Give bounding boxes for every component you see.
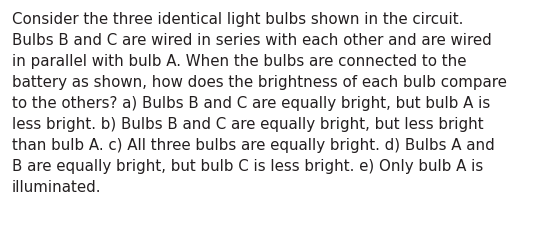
Text: battery as shown, how does the brightness of each bulb compare: battery as shown, how does the brightnes… bbox=[12, 75, 507, 90]
Text: less bright. b) Bulbs B and C are equally bright, but less bright: less bright. b) Bulbs B and C are equall… bbox=[12, 117, 484, 131]
Text: Consider the three identical light bulbs shown in the circuit.: Consider the three identical light bulbs… bbox=[12, 12, 463, 27]
Text: than bulb A. c) All three bulbs are equally bright. d) Bulbs A and: than bulb A. c) All three bulbs are equa… bbox=[12, 137, 495, 152]
Text: B are equally bright, but bulb C is less bright. e) Only bulb A is: B are equally bright, but bulb C is less… bbox=[12, 158, 483, 173]
Text: illuminated.: illuminated. bbox=[12, 179, 102, 194]
Text: to the others? a) Bulbs B and C are equally bright, but bulb A is: to the others? a) Bulbs B and C are equa… bbox=[12, 95, 490, 111]
Text: in parallel with bulb A. When the bulbs are connected to the: in parallel with bulb A. When the bulbs … bbox=[12, 54, 466, 69]
Text: Bulbs B and C are wired in series with each other and are wired: Bulbs B and C are wired in series with e… bbox=[12, 33, 492, 48]
